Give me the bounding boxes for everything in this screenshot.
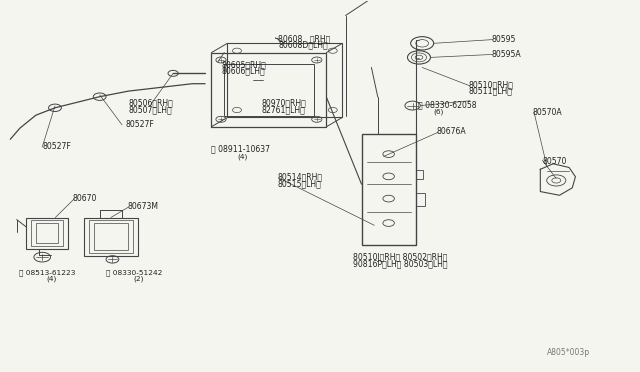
Text: (4): (4) <box>47 275 57 282</box>
Text: 80527F: 80527F <box>125 120 154 129</box>
Bar <box>211 52 326 127</box>
Text: Ⓝ 08330-51242: Ⓝ 08330-51242 <box>106 269 163 276</box>
Text: 82761〈LH〉: 82761〈LH〉 <box>261 105 305 114</box>
Text: 80595A: 80595A <box>491 49 521 58</box>
Text: 80670: 80670 <box>72 194 97 203</box>
Text: 80970〈RH〉: 80970〈RH〉 <box>261 99 306 108</box>
Text: Ⓝ 08513-61223: Ⓝ 08513-61223 <box>19 269 75 276</box>
Bar <box>89 221 133 253</box>
Text: (2): (2) <box>133 275 143 282</box>
Text: 80510J〈RH〉 80502〈RH〉: 80510J〈RH〉 80502〈RH〉 <box>353 253 447 262</box>
Bar <box>416 193 426 206</box>
Text: 80570A: 80570A <box>532 108 562 117</box>
Text: 80673M: 80673M <box>127 202 158 211</box>
Bar <box>94 224 128 250</box>
Text: Ⓝ 08911-10637: Ⓝ 08911-10637 <box>211 144 271 153</box>
Bar <box>84 218 138 256</box>
Text: 80606〈LH〉: 80606〈LH〉 <box>221 67 265 76</box>
Bar <box>31 221 63 246</box>
Text: 80676A: 80676A <box>436 126 466 136</box>
Bar <box>416 170 424 179</box>
Text: 80515〈LH〉: 80515〈LH〉 <box>277 179 321 188</box>
Text: 80511〈LH〉: 80511〈LH〉 <box>468 87 513 96</box>
Text: 80608D〈LH〉: 80608D〈LH〉 <box>278 41 328 50</box>
Bar <box>36 223 58 243</box>
Bar <box>26 218 68 249</box>
Bar <box>227 43 342 118</box>
Text: 80507〈LH〉: 80507〈LH〉 <box>129 105 172 114</box>
Circle shape <box>412 53 427 62</box>
Bar <box>362 134 416 245</box>
Text: 80605〈RH〉: 80605〈RH〉 <box>221 60 266 69</box>
Text: (4): (4) <box>237 153 247 160</box>
Text: A805*003p: A805*003p <box>547 348 590 357</box>
Text: 80595: 80595 <box>491 35 516 44</box>
Text: 80570: 80570 <box>542 157 566 166</box>
Text: 80527F: 80527F <box>42 142 71 151</box>
Text: 80514〈RH〉: 80514〈RH〉 <box>277 172 322 181</box>
Text: 80608   〈RH〉: 80608 〈RH〉 <box>278 34 331 43</box>
Bar <box>224 64 314 116</box>
Text: 80506〈RH〉: 80506〈RH〉 <box>129 99 173 108</box>
Text: 80510〈RH〉: 80510〈RH〉 <box>468 80 514 89</box>
Text: 90816P〈LH〉 80503〈LH〉: 90816P〈LH〉 80503〈LH〉 <box>353 259 448 268</box>
Text: Ⓝ 08330-62058: Ⓝ 08330-62058 <box>418 100 476 109</box>
Text: (6): (6) <box>434 109 444 115</box>
